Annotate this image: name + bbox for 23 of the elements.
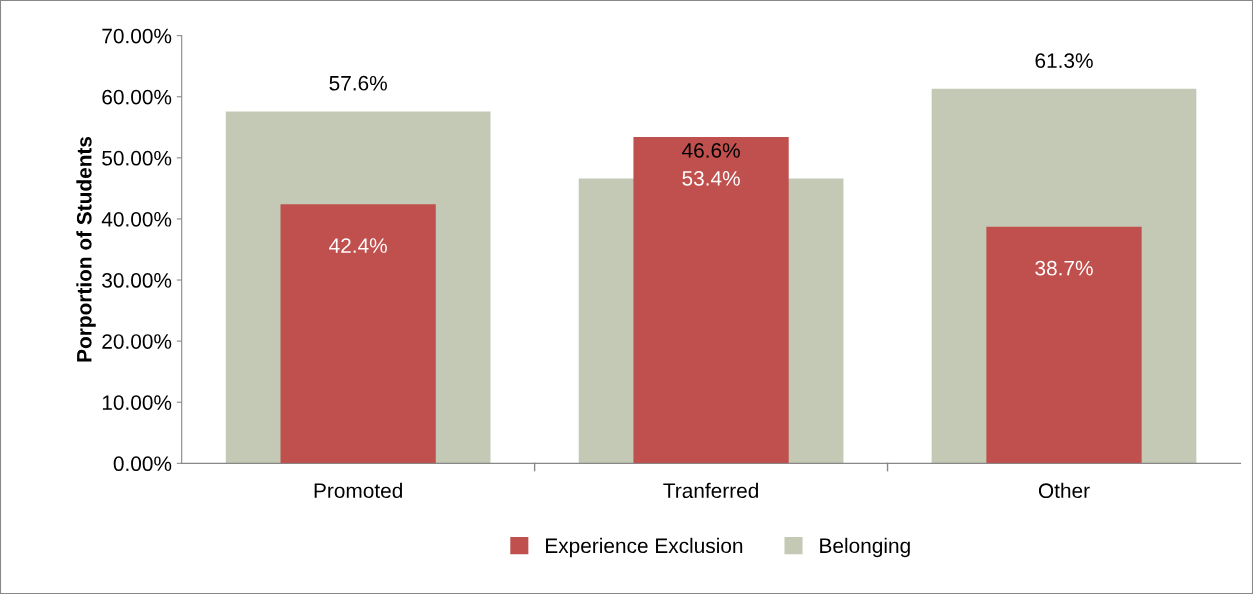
y-tick-label: 60.00% bbox=[102, 89, 172, 105]
bar bbox=[986, 226, 1142, 464]
y-tick-label: 20.00% bbox=[102, 334, 172, 349]
legend-label: Belonging bbox=[820, 537, 910, 558]
data-label: 42.4% bbox=[329, 238, 387, 253]
y-tick-label: 0.00% bbox=[113, 456, 172, 472]
y-tick-label: 30.00% bbox=[102, 273, 172, 288]
data-label: 53.4% bbox=[682, 170, 740, 186]
y-tick-label: 40.00% bbox=[101, 211, 172, 227]
y-axis-title: Porportion of Students bbox=[76, 136, 96, 362]
y-tick-label: 70.00% bbox=[102, 28, 172, 44]
data-label: 61.3% bbox=[1035, 53, 1093, 69]
bar bbox=[280, 204, 436, 464]
y-tick-label: 50.00% bbox=[102, 150, 172, 166]
data-label: 57.6% bbox=[329, 75, 387, 91]
legend-label: Experience Exclusion bbox=[546, 537, 743, 558]
x-tick-label: Tranferred bbox=[663, 482, 758, 499]
x-tick-label: Other bbox=[1038, 482, 1090, 499]
data-label: 46.6% bbox=[682, 143, 740, 158]
y-tick-label: 10.00% bbox=[102, 395, 172, 410]
x-tick-label: Promoted bbox=[314, 482, 402, 499]
data-label: 38.7% bbox=[1035, 260, 1093, 276]
bar bbox=[633, 137, 789, 464]
